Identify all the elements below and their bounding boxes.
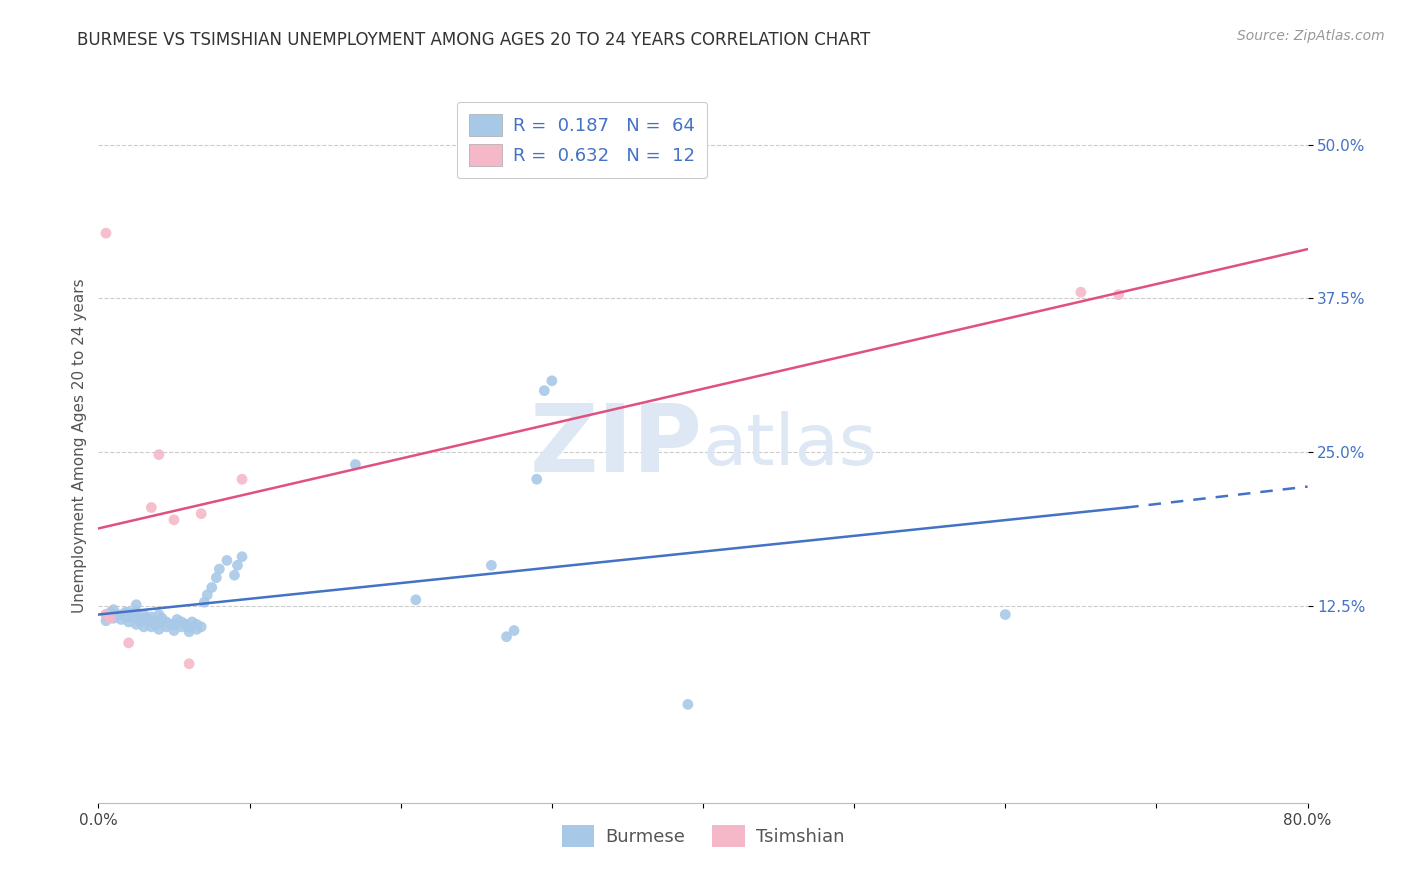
- Point: [148, 623, 170, 637]
- Point: [224, 568, 246, 582]
- Point: [155, 615, 177, 629]
- Point: [190, 507, 212, 521]
- Point: [148, 448, 170, 462]
- Point: [145, 617, 167, 632]
- Point: [226, 558, 249, 573]
- Point: [100, 605, 122, 619]
- Text: atlas: atlas: [703, 411, 877, 481]
- Point: [481, 558, 503, 573]
- Point: [118, 610, 141, 624]
- Point: [676, 698, 699, 712]
- Point: [181, 615, 204, 629]
- Point: [94, 607, 117, 622]
- Point: [186, 623, 208, 637]
- Point: [135, 611, 157, 625]
- Text: BURMESE VS TSIMSHIAN UNEMPLOYMENT AMONG AGES 20 TO 24 YEARS CORRELATION CHART: BURMESE VS TSIMSHIAN UNEMPLOYMENT AMONG …: [77, 31, 870, 49]
- Point: [195, 588, 218, 602]
- Point: [105, 607, 128, 622]
- Point: [118, 636, 141, 650]
- Point: [540, 374, 562, 388]
- Point: [163, 624, 186, 638]
- Point: [170, 615, 193, 629]
- Point: [1108, 287, 1130, 301]
- Point: [150, 611, 173, 625]
- Point: [186, 617, 208, 632]
- Point: [994, 607, 1017, 622]
- Point: [132, 612, 155, 626]
- Point: [174, 617, 197, 632]
- Point: [129, 615, 152, 629]
- Point: [94, 607, 117, 622]
- Point: [190, 620, 212, 634]
- Point: [148, 607, 170, 622]
- Point: [193, 595, 215, 609]
- Legend: Burmese, Tsimshian: Burmese, Tsimshian: [555, 818, 851, 855]
- Point: [179, 624, 201, 639]
- Point: [103, 602, 125, 616]
- Point: [208, 562, 231, 576]
- Point: [114, 605, 136, 619]
- Point: [110, 607, 132, 622]
- Point: [125, 617, 148, 632]
- Point: [231, 472, 253, 486]
- Point: [141, 620, 163, 634]
- Point: [125, 598, 148, 612]
- Text: Source: ZipAtlas.com: Source: ZipAtlas.com: [1237, 29, 1385, 43]
- Point: [215, 553, 238, 567]
- Point: [503, 624, 526, 638]
- Point: [132, 607, 155, 622]
- Point: [155, 620, 177, 634]
- Point: [132, 620, 155, 634]
- Point: [179, 620, 201, 634]
- Point: [166, 612, 188, 626]
- Y-axis label: Unemployment Among Ages 20 to 24 years: Unemployment Among Ages 20 to 24 years: [72, 278, 87, 614]
- Point: [141, 610, 163, 624]
- Point: [110, 612, 132, 626]
- Point: [1070, 285, 1092, 300]
- Point: [94, 226, 117, 240]
- Point: [163, 513, 186, 527]
- Point: [533, 384, 555, 398]
- Point: [118, 615, 141, 629]
- Text: ZIP: ZIP: [530, 400, 703, 492]
- Point: [231, 549, 253, 564]
- Point: [160, 617, 183, 632]
- Point: [125, 605, 148, 619]
- Point: [495, 630, 517, 644]
- Point: [94, 614, 117, 628]
- Point: [526, 472, 548, 486]
- Point: [163, 617, 186, 632]
- Point: [344, 458, 367, 472]
- Point: [141, 500, 163, 515]
- Point: [125, 611, 148, 625]
- Point: [205, 571, 228, 585]
- Point: [179, 657, 201, 671]
- Point: [118, 605, 141, 619]
- Point: [141, 615, 163, 629]
- Point: [121, 607, 143, 622]
- Point: [100, 611, 122, 625]
- Point: [103, 611, 125, 625]
- Point: [201, 581, 224, 595]
- Point: [170, 620, 193, 634]
- Point: [148, 615, 170, 629]
- Point: [405, 592, 427, 607]
